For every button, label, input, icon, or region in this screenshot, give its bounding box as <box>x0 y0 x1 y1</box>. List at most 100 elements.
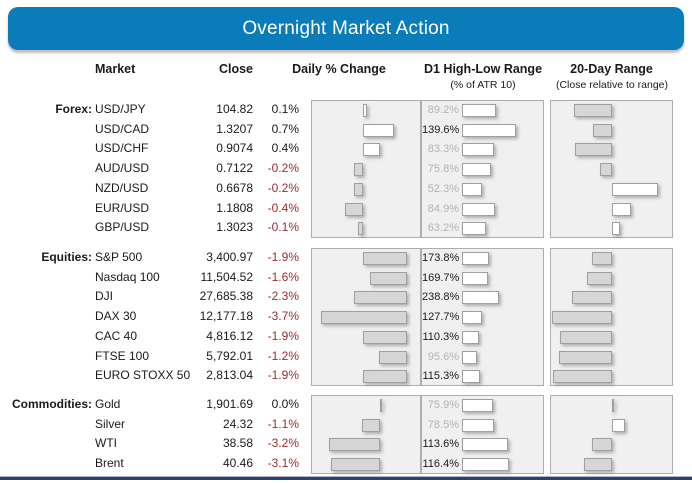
market-name: Gold <box>95 397 121 411</box>
daily-change-panel <box>311 100 421 238</box>
d1-range-bar <box>462 271 489 285</box>
daily-change-bar <box>358 222 363 236</box>
close-value: 38.58 <box>222 436 253 451</box>
close-value: 5,792.01 <box>206 348 253 363</box>
table-row: Commodities: Gold 1,901.69 0.0% <box>0 395 310 415</box>
market-name: USD/CHF <box>95 141 149 156</box>
market-name: Silver <box>95 416 126 431</box>
d1-range-bar <box>462 252 490 265</box>
daily-change-bar <box>362 104 368 117</box>
column-header-market: Market <box>95 62 136 76</box>
d1-range-bar <box>462 123 516 137</box>
daily-percent-value: 0.7% <box>271 121 299 136</box>
d1-range-value-label: 115.3% <box>422 370 460 383</box>
daily-change-bar <box>363 330 408 344</box>
daily-percent-value: -0.2% <box>267 180 299 195</box>
daily-percent-value: -1.2% <box>267 348 299 363</box>
twenty-day-range-bar <box>593 123 612 137</box>
twenty-day-range-bar <box>552 311 612 325</box>
daily-percent-value: -2.3% <box>267 289 299 304</box>
title-banner: Overnight Market Action <box>8 7 684 50</box>
daily-percent-value: -3.7% <box>267 309 299 324</box>
close-value: 1.3207 <box>216 121 253 136</box>
table-row: Equities: S&P 500 3,400.97 -1.9% <box>0 248 310 268</box>
daily-change-bar <box>353 163 363 177</box>
market-name: Nasdaq 100 <box>95 269 160 284</box>
market-name: WTI <box>95 436 117 451</box>
twenty-day-range-panel <box>550 248 673 386</box>
footer-accent-line <box>0 476 692 480</box>
table-row: Brent 40.46 -3.1% <box>0 454 310 474</box>
close-value: 12,177.18 <box>199 309 253 324</box>
daily-percent-value: -1.1% <box>267 416 299 431</box>
column-header-close: Close <box>218 62 253 76</box>
table-row: GBP/USD 1.3023 -0.1% <box>0 218 310 238</box>
d1-range-bar <box>462 399 493 412</box>
d1-range-bar <box>462 104 497 117</box>
close-value: 1.3023 <box>216 220 253 235</box>
twenty-day-range-bar <box>560 330 612 344</box>
daily-change-bar <box>363 252 408 265</box>
daily-percent-value: 0.0% <box>271 397 299 411</box>
table-row: EURO STOXX 50 2,813.04 -1.9% <box>0 366 310 386</box>
daily-percent-value: -3.2% <box>267 436 299 451</box>
market-name: AUD/USD <box>95 161 150 176</box>
table-row: WTI 38.58 -3.2% <box>0 434 310 454</box>
twenty-day-range-panel <box>550 395 673 474</box>
daily-change-bar <box>353 182 363 196</box>
d1-range-panel: 89.2% 139.6% 83.3% 75.8% 52.3% 84.9% 63.2% <box>421 100 544 238</box>
twenty-day-range-bar <box>592 438 612 452</box>
daily-percent-value: 0.1% <box>271 102 299 116</box>
d1-range-value-label: 110.3% <box>422 330 460 343</box>
d1-range-value-label: 89.2% <box>427 104 459 116</box>
daily-change-bar <box>362 123 394 137</box>
table-row: Nasdaq 100 11,504.52 -1.6% <box>0 268 310 288</box>
daily-percent-value: -1.9% <box>267 250 299 264</box>
d1-range-bar <box>462 370 480 384</box>
market-name: GBP/USD <box>95 220 150 235</box>
twenty-day-range-bar <box>612 182 658 196</box>
close-value: 1.1808 <box>216 200 253 215</box>
column-subheader-atr: (% of ATR 10) <box>450 79 516 91</box>
daily-change-panel <box>311 395 421 474</box>
daily-change-bar <box>345 202 363 216</box>
close-value: 104.82 <box>216 102 253 116</box>
close-value: 4,816.12 <box>206 328 253 343</box>
daily-percent-value: -1.9% <box>267 368 299 383</box>
d1-range-bar <box>462 418 494 432</box>
market-name: USD/CAD <box>95 121 150 136</box>
market-name: CAC 40 <box>95 328 138 343</box>
d1-range-bar <box>462 143 495 157</box>
daily-change-bar <box>370 271 408 285</box>
daily-percent-value: -0.2% <box>267 161 299 176</box>
daily-percent-value: -1.9% <box>267 328 299 343</box>
table-row: FTSE 100 5,792.01 -1.2% <box>0 347 310 367</box>
market-name: NZD/USD <box>95 180 149 195</box>
d1-range-value-label: 78.5% <box>427 418 459 431</box>
daily-percent-value: -1.6% <box>267 269 299 284</box>
twenty-day-range-bar <box>612 399 615 412</box>
d1-range-bar <box>462 438 508 452</box>
close-value: 11,504.52 <box>200 269 254 284</box>
table-row: USD/CHF 0.9074 0.4% <box>0 139 310 159</box>
twenty-day-range-bar <box>612 222 620 236</box>
close-value: 0.7122 <box>216 161 253 176</box>
market-name: FTSE 100 <box>95 348 150 363</box>
daily-percent-value: 0.4% <box>271 141 299 156</box>
twenty-day-range-bar <box>591 252 612 265</box>
table-row: Forex: USD/JPY 104.82 0.1% <box>0 100 310 120</box>
close-value: 0.6678 <box>216 180 253 195</box>
group-label: Commodities: <box>11 397 92 411</box>
column-subheader-close-relative: (Close relative to range) <box>555 79 669 91</box>
close-value: 1,901.69 <box>206 397 253 411</box>
column-header-20day-range: 20-Day Range <box>570 62 653 76</box>
daily-change-bar <box>363 370 408 384</box>
market-name: USD/JPY <box>95 102 146 116</box>
market-name: DJI <box>95 289 113 304</box>
d1-range-value-label: 113.6% <box>422 438 460 451</box>
table-row: DJI 27,685.38 -2.3% <box>0 287 310 307</box>
twenty-day-range-bar <box>572 291 612 305</box>
daily-change-bar <box>353 291 408 305</box>
daily-percent-value: -0.4% <box>267 200 299 215</box>
daily-change-bar <box>329 438 380 452</box>
